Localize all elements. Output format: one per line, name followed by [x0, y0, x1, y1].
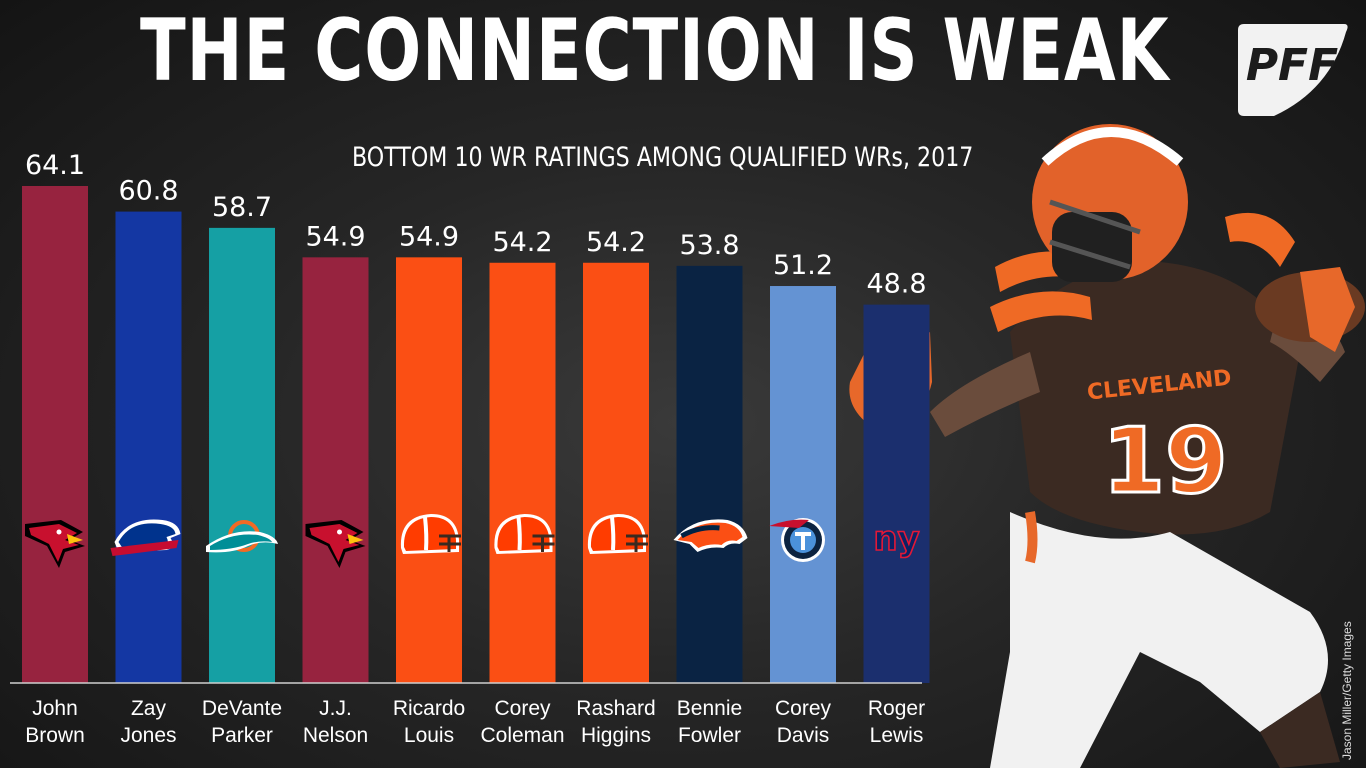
value-label-6: 54.2: [586, 227, 646, 258]
value-label-1: 60.8: [118, 176, 178, 207]
category-label-3: J.J. Nelson: [303, 697, 368, 747]
bills-logo-icon: [110, 519, 181, 556]
value-label-0: 64.1: [25, 150, 85, 181]
cardinals-logo-icon: [25, 520, 85, 568]
value-label-7: 53.8: [679, 230, 739, 261]
broncos-logo-icon: [673, 519, 748, 552]
pff-logo: PFF: [1238, 24, 1348, 116]
svg-text:ny: ny: [873, 519, 919, 559]
category-label-4: Ricardo Louis: [393, 697, 465, 747]
category-label-5: Corey Coleman: [480, 697, 564, 747]
chart-subtitle: BOTTOM 10 WR RATINGS AMONG QUALIFIED WRs…: [352, 142, 974, 173]
bar-9: [863, 304, 930, 683]
category-label-9: Roger Lewis: [868, 697, 925, 747]
value-label-9: 48.8: [866, 269, 926, 300]
cardinals-logo-icon: [305, 520, 366, 568]
bar-5: [489, 262, 556, 683]
bar-4: [396, 257, 462, 683]
bar-6: [583, 262, 649, 683]
category-label-6: Rashard Higgins: [576, 697, 655, 747]
dolphins-logo-icon: [206, 520, 278, 553]
bar-2: [209, 227, 275, 683]
value-label-3: 54.9: [305, 221, 365, 252]
category-label-0: John Brown: [25, 697, 85, 747]
player-photo: CLEVELAND 19: [849, 124, 1365, 768]
bar-8: [770, 286, 836, 683]
bar-3: [302, 257, 369, 683]
pff-logo-text: PFF: [1246, 40, 1338, 91]
category-label-1: Zay Jones: [120, 697, 176, 747]
value-label-5: 54.2: [492, 227, 552, 258]
value-label-8: 51.2: [773, 250, 833, 281]
category-label-7: Bennie Fowler: [677, 697, 742, 747]
jersey-number: 19: [1102, 409, 1227, 514]
browns-logo-icon: [587, 514, 648, 554]
titans-logo-icon: [769, 518, 825, 562]
value-label-2: 58.7: [212, 192, 272, 223]
category-label-8: Corey Davis: [775, 697, 832, 747]
bars-layer: 64.1 John Brown 60.8 Zay Jones 58.7 DeVante Park…: [22, 150, 930, 747]
bar-1: [115, 211, 182, 683]
browns-logo-icon: [400, 514, 461, 554]
giants-logo-icon: ny: [873, 518, 921, 560]
bar-7: [676, 265, 743, 683]
browns-logo-icon: [494, 514, 555, 554]
value-label-4: 54.9: [399, 221, 459, 252]
bar-0: [22, 186, 88, 683]
category-label-2: DeVante Parker: [202, 697, 282, 747]
